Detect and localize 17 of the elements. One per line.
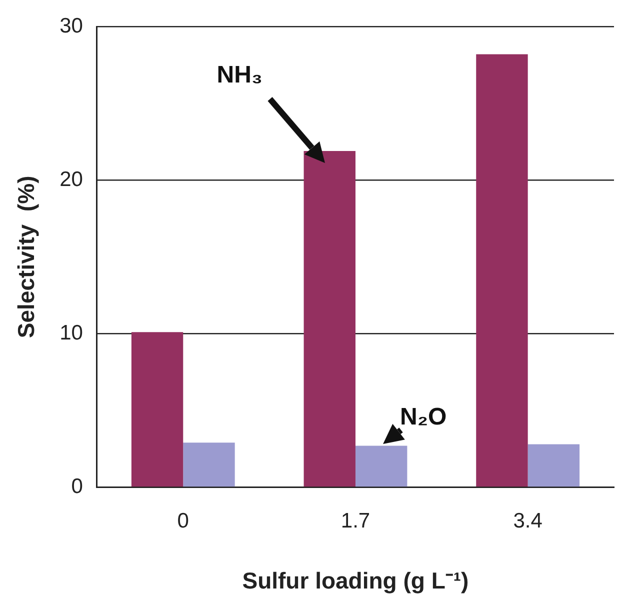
bar (476, 54, 528, 487)
bar (131, 332, 184, 487)
text: NH₃ (216, 62, 263, 89)
bar (355, 446, 408, 487)
bar (528, 444, 580, 487)
x-tick-label: 3.4 (513, 510, 543, 533)
x-axis-title: Sulfur loading (g L⁻¹) (242, 568, 469, 594)
bar (183, 442, 235, 487)
y-tick-label: 30 (60, 14, 83, 38)
y-tick-label: 20 (60, 168, 83, 191)
x-tick-label: 0 (177, 510, 189, 533)
bar (304, 150, 356, 487)
x-tick-label: 1.7 (340, 510, 370, 533)
y-axis-title: Selectivity (%) (13, 176, 40, 338)
y-tick-label: 0 (71, 474, 83, 498)
series-label: N₂O (400, 403, 447, 430)
y-tick-label: 10 (60, 321, 83, 344)
